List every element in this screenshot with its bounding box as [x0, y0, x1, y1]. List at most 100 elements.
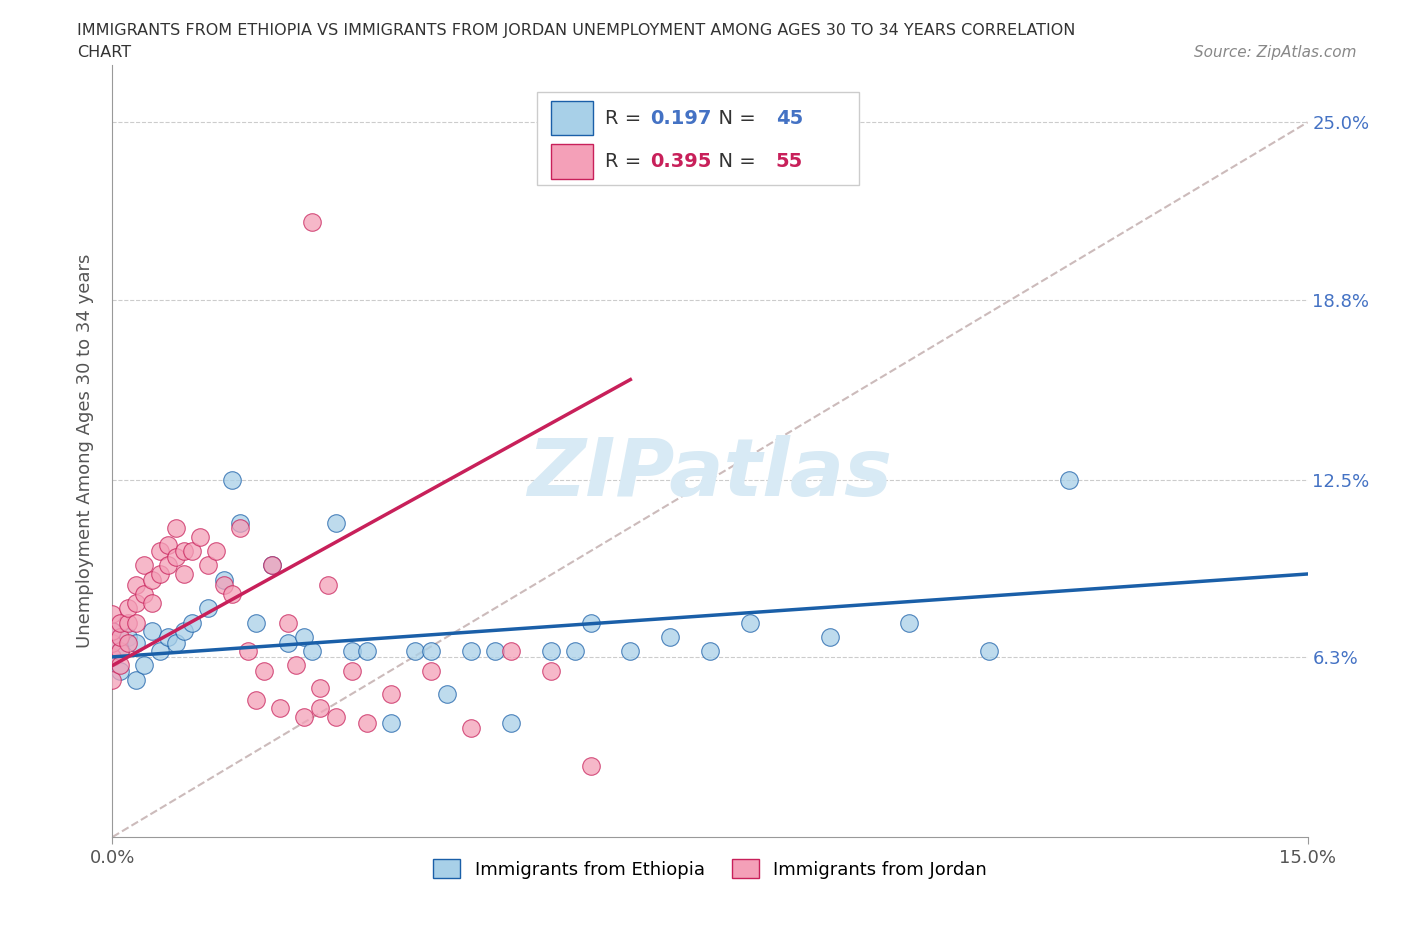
Point	[101, 635, 124, 650]
Point	[277, 615, 299, 630]
Point	[134, 587, 156, 602]
Point	[173, 544, 195, 559]
Point	[316, 578, 339, 592]
Point	[149, 644, 172, 658]
Point	[101, 672, 124, 687]
Text: 0.395: 0.395	[651, 153, 711, 171]
Text: R =: R =	[605, 153, 647, 171]
Point	[301, 644, 323, 658]
Text: CHART: CHART	[77, 45, 131, 60]
Point	[125, 595, 148, 610]
Point	[420, 644, 443, 658]
Point	[141, 624, 163, 639]
Point	[236, 644, 259, 658]
Point	[292, 710, 315, 724]
Point	[157, 538, 180, 552]
Point	[460, 644, 482, 658]
Text: N =: N =	[706, 109, 762, 127]
Point	[380, 686, 402, 701]
Point	[269, 701, 291, 716]
Point	[292, 630, 315, 644]
Point	[356, 644, 378, 658]
Point	[245, 615, 267, 630]
Point	[125, 578, 148, 592]
Point	[818, 630, 841, 644]
Point	[101, 649, 124, 664]
FancyBboxPatch shape	[551, 144, 593, 179]
Point	[101, 606, 124, 621]
Point	[898, 615, 921, 630]
Text: 45: 45	[776, 109, 803, 127]
Point	[260, 558, 283, 573]
FancyBboxPatch shape	[537, 92, 859, 185]
Point	[340, 664, 363, 679]
Point	[564, 644, 586, 658]
Point	[301, 215, 323, 230]
Point	[245, 692, 267, 707]
Point	[540, 664, 562, 679]
Point	[173, 624, 195, 639]
Point	[212, 578, 235, 592]
Text: R =: R =	[605, 109, 647, 127]
Point	[110, 644, 132, 658]
Point	[499, 644, 522, 658]
Point	[149, 566, 172, 581]
Text: 0.197: 0.197	[651, 109, 711, 127]
Text: N =: N =	[706, 153, 762, 171]
Point	[340, 644, 363, 658]
Point	[579, 615, 602, 630]
Point	[110, 644, 132, 658]
Point	[499, 715, 522, 730]
Point	[110, 615, 132, 630]
Point	[134, 558, 156, 573]
Point	[197, 558, 219, 573]
Point	[325, 515, 347, 530]
Point	[699, 644, 721, 658]
Point	[101, 624, 124, 639]
Legend: Immigrants from Ethiopia, Immigrants from Jordan: Immigrants from Ethiopia, Immigrants fro…	[426, 852, 994, 886]
Point	[977, 644, 1000, 658]
Point	[277, 635, 299, 650]
Point	[221, 587, 243, 602]
Text: IMMIGRANTS FROM ETHIOPIA VS IMMIGRANTS FROM JORDAN UNEMPLOYMENT AMONG AGES 30 TO: IMMIGRANTS FROM ETHIOPIA VS IMMIGRANTS F…	[77, 23, 1076, 38]
Point	[125, 635, 148, 650]
Point	[356, 715, 378, 730]
Point	[1057, 472, 1080, 487]
Point	[117, 635, 139, 650]
Point	[173, 566, 195, 581]
Point	[308, 701, 330, 716]
Point	[125, 672, 148, 687]
Point	[117, 615, 139, 630]
Point	[380, 715, 402, 730]
Point	[229, 515, 252, 530]
Point	[110, 658, 132, 673]
Point	[420, 664, 443, 679]
Point	[117, 601, 139, 616]
Point	[165, 521, 187, 536]
Point	[134, 658, 156, 673]
Point	[101, 635, 124, 650]
Point	[325, 710, 347, 724]
Point	[165, 550, 187, 565]
Point	[188, 529, 211, 544]
Point	[205, 544, 228, 559]
Point	[484, 644, 506, 658]
Point	[141, 595, 163, 610]
Point	[540, 644, 562, 658]
Point	[110, 664, 132, 679]
Point	[308, 681, 330, 696]
Point	[181, 544, 204, 559]
Point	[284, 658, 307, 673]
Point	[141, 572, 163, 587]
Text: 55: 55	[776, 153, 803, 171]
Point	[253, 664, 276, 679]
Point	[738, 615, 761, 630]
Point	[165, 635, 187, 650]
Point	[260, 558, 283, 573]
Point	[125, 615, 148, 630]
Point	[101, 649, 124, 664]
Point	[101, 624, 124, 639]
Point	[436, 686, 458, 701]
Point	[197, 601, 219, 616]
Point	[212, 572, 235, 587]
